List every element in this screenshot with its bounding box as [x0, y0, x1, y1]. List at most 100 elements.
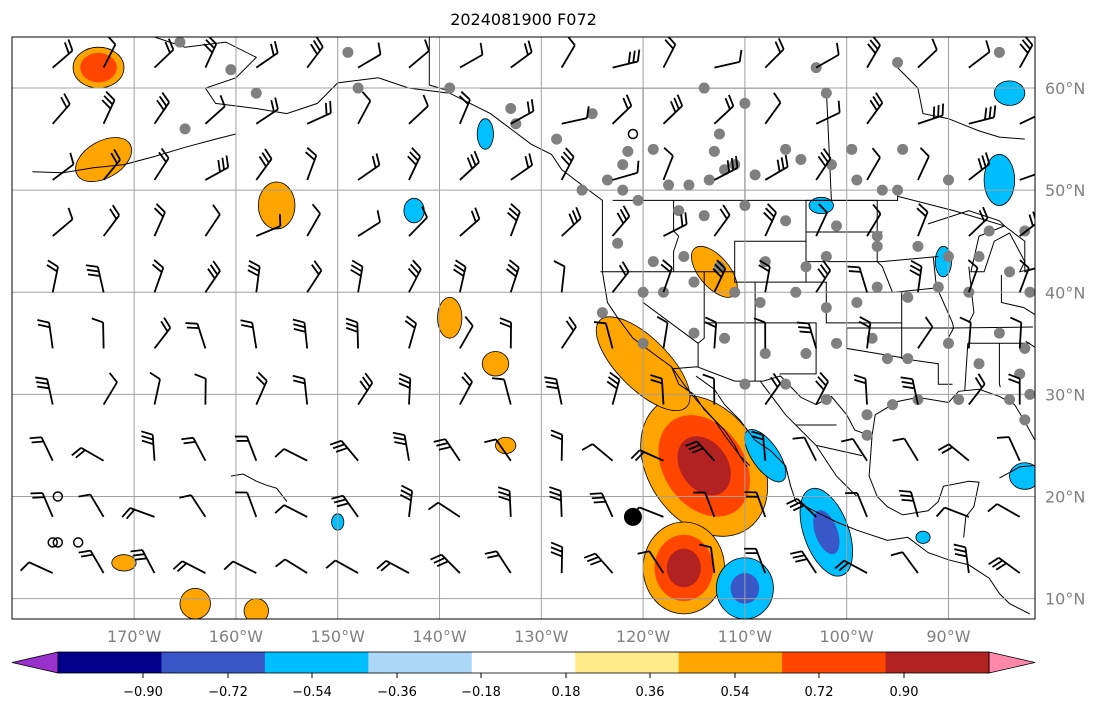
station-marker [729, 286, 741, 298]
wind-barb [492, 377, 512, 405]
wind-barb [408, 39, 430, 69]
wind-barb [345, 317, 359, 349]
wind-barb [764, 92, 782, 125]
station-marker [912, 240, 924, 252]
wind-barb [656, 315, 669, 349]
boundary-line [968, 266, 975, 324]
wind-barb [52, 152, 75, 181]
station-marker [881, 353, 893, 365]
wind-barb [376, 559, 410, 574]
anomaly-region [80, 52, 117, 83]
wind-barb [234, 435, 258, 462]
wind-barb [917, 147, 930, 181]
wind-barb [650, 374, 665, 405]
latitude-tick-label: 40°N [1045, 283, 1085, 302]
wind-barb [46, 259, 59, 293]
boundary-line [806, 256, 939, 263]
wind-barb [325, 559, 359, 574]
wind-barb [549, 486, 563, 517]
anomaly-region [257, 181, 296, 230]
colorbar-segment [885, 652, 990, 673]
station-marker [871, 240, 883, 252]
wind-barb [898, 489, 919, 518]
colorbar-tick-label: 0.90 [890, 685, 919, 700]
wind-barb [204, 204, 221, 237]
station-marker [719, 332, 731, 344]
wind-barb [408, 94, 429, 125]
wind-barb [713, 204, 731, 237]
station-marker [851, 174, 863, 186]
wind-barb [102, 149, 121, 181]
boundary-line [673, 200, 680, 272]
wind-barb [937, 443, 970, 462]
map-frame [11, 36, 1036, 620]
latitude-tick-label: 30°N [1045, 385, 1085, 404]
wind-barb [611, 261, 630, 293]
wind-barb [130, 549, 156, 574]
colorbar-segment [264, 652, 369, 673]
anomaly-region [111, 554, 137, 572]
wind-barb [637, 550, 665, 574]
wind-barb [275, 558, 308, 574]
wind-barb [953, 543, 970, 574]
station-marker [897, 143, 909, 155]
boundary-line [825, 88, 832, 201]
station-marker [1019, 342, 1031, 354]
station-marker [510, 118, 522, 130]
wind-barb [306, 260, 323, 293]
colorbar-segment [575, 652, 680, 673]
wind-barb [917, 103, 944, 125]
wind-barb [866, 203, 882, 237]
colorbar-frame [57, 651, 990, 674]
wind-barb [430, 553, 461, 574]
wind-barb [996, 436, 1021, 462]
colorbar-segment [368, 652, 473, 673]
wind-barb [274, 448, 308, 462]
station-marker [1024, 388, 1035, 400]
station-marker [250, 87, 262, 99]
wind-barb [204, 155, 230, 181]
wind-barb [968, 105, 997, 125]
colorbar-tick-label: 0.54 [721, 685, 750, 700]
wind-barb [699, 543, 716, 574]
wind-barb [458, 90, 471, 125]
wind-barb [900, 376, 919, 405]
station-marker [708, 145, 720, 157]
station-marker [713, 261, 725, 273]
longitude-tick-label: 100°W [820, 627, 875, 646]
anomaly-region [915, 530, 931, 544]
station-marker [612, 237, 624, 249]
wind-barb [153, 38, 175, 69]
wind-barb [815, 371, 829, 405]
station-marker [576, 184, 588, 196]
station-marker [820, 302, 832, 314]
anomaly-region [993, 80, 1026, 106]
wind-barb [71, 446, 105, 462]
wind-barb [581, 443, 614, 462]
wind-barb [764, 37, 785, 69]
wind-barb [561, 206, 582, 237]
wind-barb [583, 552, 614, 574]
wind-barb [758, 259, 771, 293]
wind-barb [357, 42, 382, 69]
wind-barb [357, 372, 374, 406]
wind-barb [968, 152, 991, 181]
wind-barb [606, 371, 621, 405]
station-marker [942, 337, 954, 349]
longitude-tick-label: 160°W [209, 627, 264, 646]
wind-barb [544, 376, 563, 405]
wind-barb [744, 547, 767, 574]
anomaly-region [983, 154, 1016, 206]
wind-barb [459, 150, 480, 181]
wind-barb [292, 374, 309, 405]
boundary-line [671, 366, 748, 468]
colorbar-segment [471, 652, 576, 673]
boundary-line [927, 210, 1035, 273]
boundary-line [999, 464, 1035, 479]
wind-barb [792, 436, 817, 462]
wind-barb [29, 436, 54, 462]
station-marker [617, 184, 629, 196]
wind-barb [399, 484, 413, 518]
wind-barb [693, 491, 716, 518]
